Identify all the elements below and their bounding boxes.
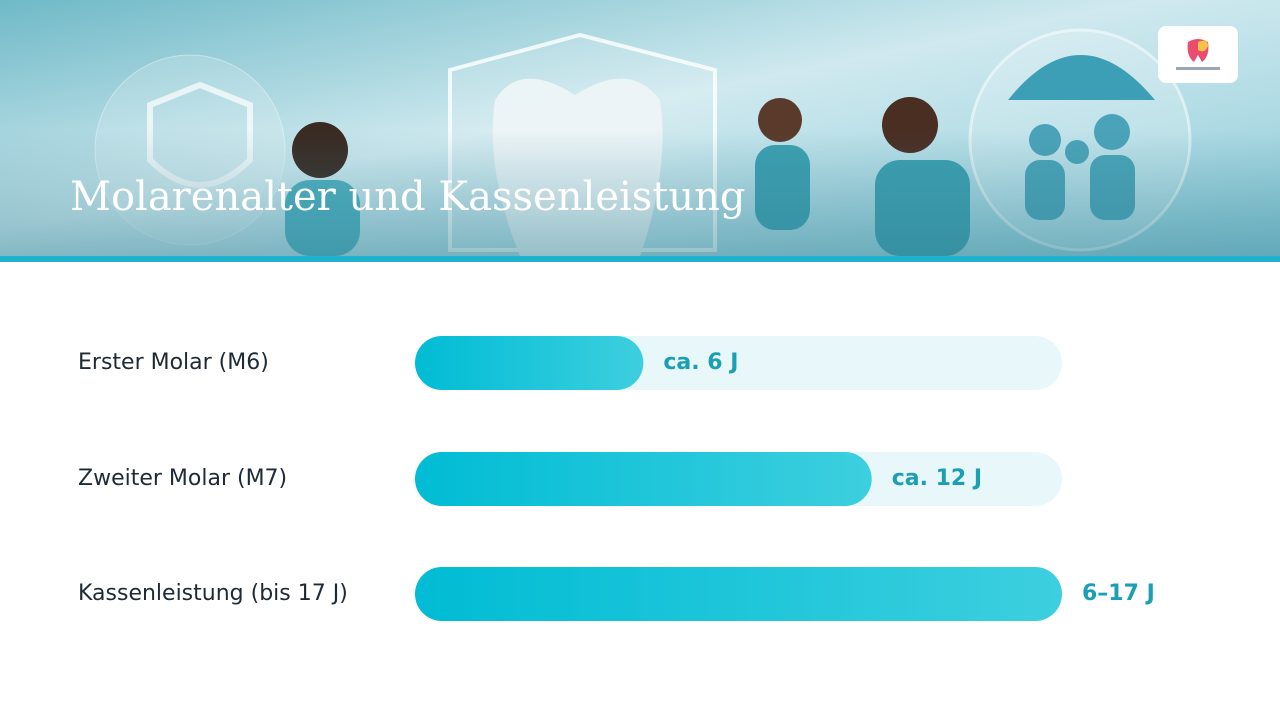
category-label: Kassenleistung (bis 17 J) (78, 581, 348, 606)
bar (415, 336, 644, 390)
logo (1158, 26, 1238, 83)
bar (415, 567, 1062, 621)
category-label: Zweiter Molar (M7) (78, 466, 287, 491)
value-label: ca. 12 J (892, 466, 982, 491)
header-banner (0, 0, 1280, 262)
bar (415, 452, 872, 506)
chart-title: Molarenalter und Kassenleistung (70, 174, 746, 220)
value-label: 6–17 J (1082, 581, 1155, 606)
category-label: Erster Molar (M6) (78, 350, 269, 375)
value-label: ca. 6 J (663, 350, 738, 375)
